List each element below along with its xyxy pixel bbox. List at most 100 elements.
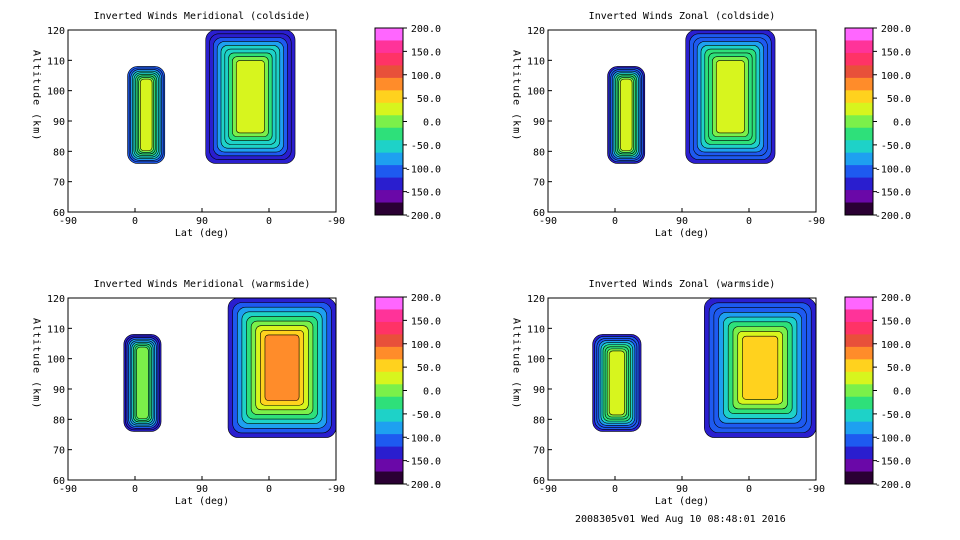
chart-panel-4: Inverted Winds Zonal (warmside) -90 0 90 0 -9… [511,279,912,507]
colorbar-swatch [375,190,403,204]
colorbar-swatch [845,421,873,435]
contour-region-1 [123,334,162,432]
colorbar-swatch [845,297,873,310]
y-tick-label: 60 [53,476,65,487]
colorbar-swatch [845,102,873,116]
y-tick-label: 80 [53,415,65,426]
x-tick-label: -90 [59,216,77,227]
y-tick-label: 90 [53,385,65,396]
colorbar-label: -100.0 [405,164,441,175]
colorbar-swatch [375,459,403,473]
y-tick-label: 110 [527,56,545,67]
colorbar-swatch [375,115,403,129]
colorbar: 200.0 150.0 100.0 50.0 0.0 -50.0 -100.0 -150.0 -… [374,24,441,222]
colorbar-label: 150.0 [411,316,441,327]
colorbar-swatch [375,140,403,154]
colorbar-label: -150.0 [405,188,441,199]
colorbar-swatch [375,371,403,385]
y-tick-label: 100 [527,355,545,366]
colorbar-swatch [845,471,873,485]
colorbar-swatch [375,127,403,141]
y-tick-label: 60 [53,208,65,219]
y-tick-label: 120 [47,294,65,305]
x-tick-label: -90 [807,216,825,227]
contour-level [619,78,633,152]
y-tick-label: 100 [527,87,545,98]
x-axis-label: Lat (deg) [175,228,229,239]
colorbar-label: 100.0 [881,71,911,82]
colorbar-swatch [845,177,873,191]
contour-level [139,78,153,152]
colorbar-label: 150.0 [411,47,441,58]
colorbar-swatch [845,346,873,360]
colorbar-label: -50.0 [881,410,911,421]
contour-region-2 [227,297,337,438]
contour-level [742,335,779,400]
colorbar-label: -150.0 [405,457,441,468]
colorbar-swatch [845,359,873,373]
x-axis-label: Lat (deg) [175,496,229,507]
colorbar-swatch [845,446,873,460]
x-tick-label: 0 [132,216,138,227]
footer-timestamp: 2008305v01 Wed Aug 10 08:48:01 2016 [575,514,786,525]
chart-panel-2: Inverted Winds Zonal (coldside) -90 0 90 0 -9… [511,11,912,239]
contour-region-2 [704,297,817,438]
colorbar: 200.0 150.0 100.0 50.0 0.0 -50.0 -100.0 -150.0 -… [844,24,911,222]
y-axis-label: Altitude (km) [31,318,42,409]
colorbar-swatch [845,90,873,104]
y-tick-label: 70 [533,178,545,189]
colorbar-label: -100.0 [875,433,911,444]
colorbar-label: 150.0 [881,47,911,58]
colorbar-swatch [375,421,403,435]
colorbar-swatch [845,459,873,473]
colorbar-label: -100.0 [875,164,911,175]
colorbar-swatch [845,202,873,216]
colorbar-swatch [375,65,403,79]
contour-region-1 [127,66,166,164]
x-tick-label: 0 [266,484,272,495]
colorbar-swatch [375,297,403,310]
y-axis-label: Altitude (km) [511,318,522,409]
plot-frame [67,29,337,213]
y-tick-label: 100 [47,87,65,98]
x-tick-label: 0 [266,216,272,227]
colorbar-swatch [375,409,403,423]
y-axis-label: Altitude (km) [31,50,42,141]
colorbar-label: 0.0 [423,387,441,398]
y-tick-label: 90 [53,117,65,128]
colorbar-label: -150.0 [875,188,911,199]
colorbar-swatch [375,446,403,460]
chart-title: Inverted Winds Zonal (warmside) [589,279,776,290]
x-tick-label: 90 [676,484,688,495]
colorbar-label: -200.0 [875,211,911,222]
colorbar-swatch [375,321,403,335]
colorbar: 200.0 150.0 100.0 50.0 0.0 -50.0 -100.0 -150.0 -… [844,293,911,491]
colorbar-swatch [375,40,403,54]
chart-panel-3: Inverted Winds Meridional (warmside) -90 0… [31,279,442,507]
colorbar-swatch [375,359,403,373]
colorbar-label: -200.0 [875,480,911,491]
x-tick-label: 90 [196,216,208,227]
y-tick-label: 110 [47,324,65,335]
colorbar-swatch [845,152,873,166]
colorbar-label: 0.0 [893,387,911,398]
y-tick-label: 120 [47,26,65,37]
x-tick-label: 0 [132,484,138,495]
chart-title: Inverted Winds Zonal (coldside) [589,11,776,22]
colorbar-label: -50.0 [411,410,441,421]
x-tick-label: -90 [327,216,345,227]
colorbar-swatch [845,115,873,129]
colorbar-swatch [845,65,873,79]
colorbar-swatch [375,90,403,104]
y-tick-label: 90 [533,385,545,396]
colorbar-swatch [845,309,873,323]
colorbar-swatch [375,28,403,41]
colorbar-swatch [845,334,873,348]
y-tick-label: 110 [527,324,545,335]
colorbar: 200.0 150.0 100.0 50.0 0.0 -50.0 -100.0 -150.0 -… [374,293,441,491]
colorbar-label: 50.0 [887,94,911,105]
colorbar-swatch [845,434,873,448]
x-tick-label: -90 [59,484,77,495]
colorbar-swatch [375,52,403,66]
contour-region-1 [607,66,646,164]
